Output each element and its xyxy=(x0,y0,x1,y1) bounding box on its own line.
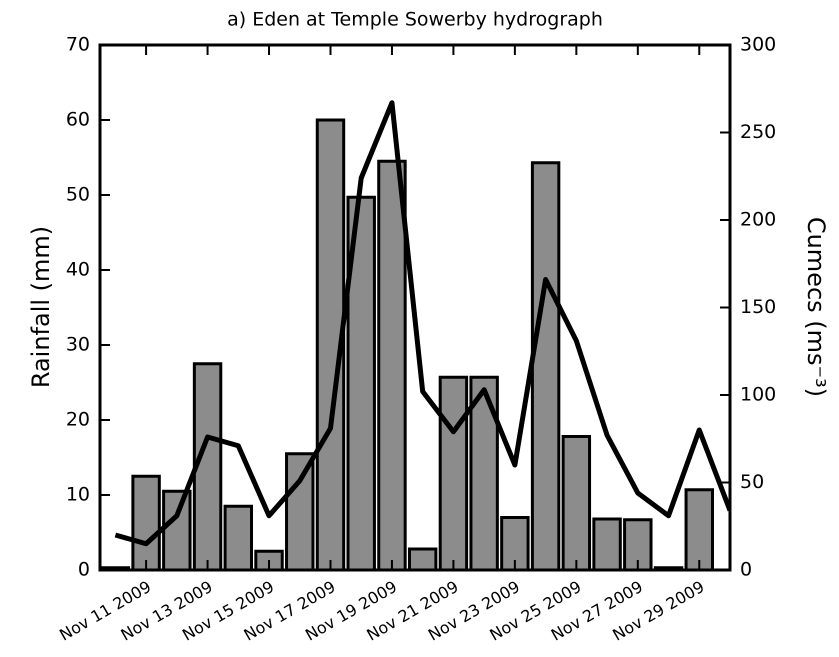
y2-tick-label: 200 xyxy=(740,209,776,231)
bar xyxy=(438,375,469,570)
y-tick-label: 50 xyxy=(66,184,90,206)
bar xyxy=(561,435,592,570)
y-tick-label: 70 xyxy=(66,34,90,56)
y2-tick-label: 0 xyxy=(740,559,752,581)
y2-tick-label: 100 xyxy=(740,384,776,406)
y-tick-label: 10 xyxy=(66,484,90,506)
bar xyxy=(131,474,161,570)
y-tick-label: 0 xyxy=(78,559,90,581)
y-tick-label: 40 xyxy=(66,259,90,281)
bar xyxy=(223,504,254,570)
bar xyxy=(285,452,315,570)
y-tick-label: 60 xyxy=(66,109,90,131)
bar xyxy=(530,161,561,570)
bar xyxy=(162,489,192,570)
y2-tick-label: 150 xyxy=(740,296,776,318)
y-tick-label: 30 xyxy=(66,334,90,356)
y2-axis-label: Cumecs (ms⁻³) xyxy=(802,217,830,397)
bar xyxy=(315,118,346,570)
y-tick-label: 20 xyxy=(66,409,90,431)
y2-tick-label: 300 xyxy=(740,34,776,56)
bar xyxy=(407,547,438,570)
bar xyxy=(684,488,714,570)
bar xyxy=(623,518,653,570)
y2-tick-label: 250 xyxy=(740,121,776,143)
line xyxy=(114,100,730,547)
bar xyxy=(592,517,622,570)
y2-tick-label: 50 xyxy=(740,471,764,493)
y-axis-label: Rainfall (mm) xyxy=(27,226,55,388)
bar xyxy=(377,159,407,570)
chart-title: a) Eden at Temple Sowerby hydrograph xyxy=(227,9,603,31)
